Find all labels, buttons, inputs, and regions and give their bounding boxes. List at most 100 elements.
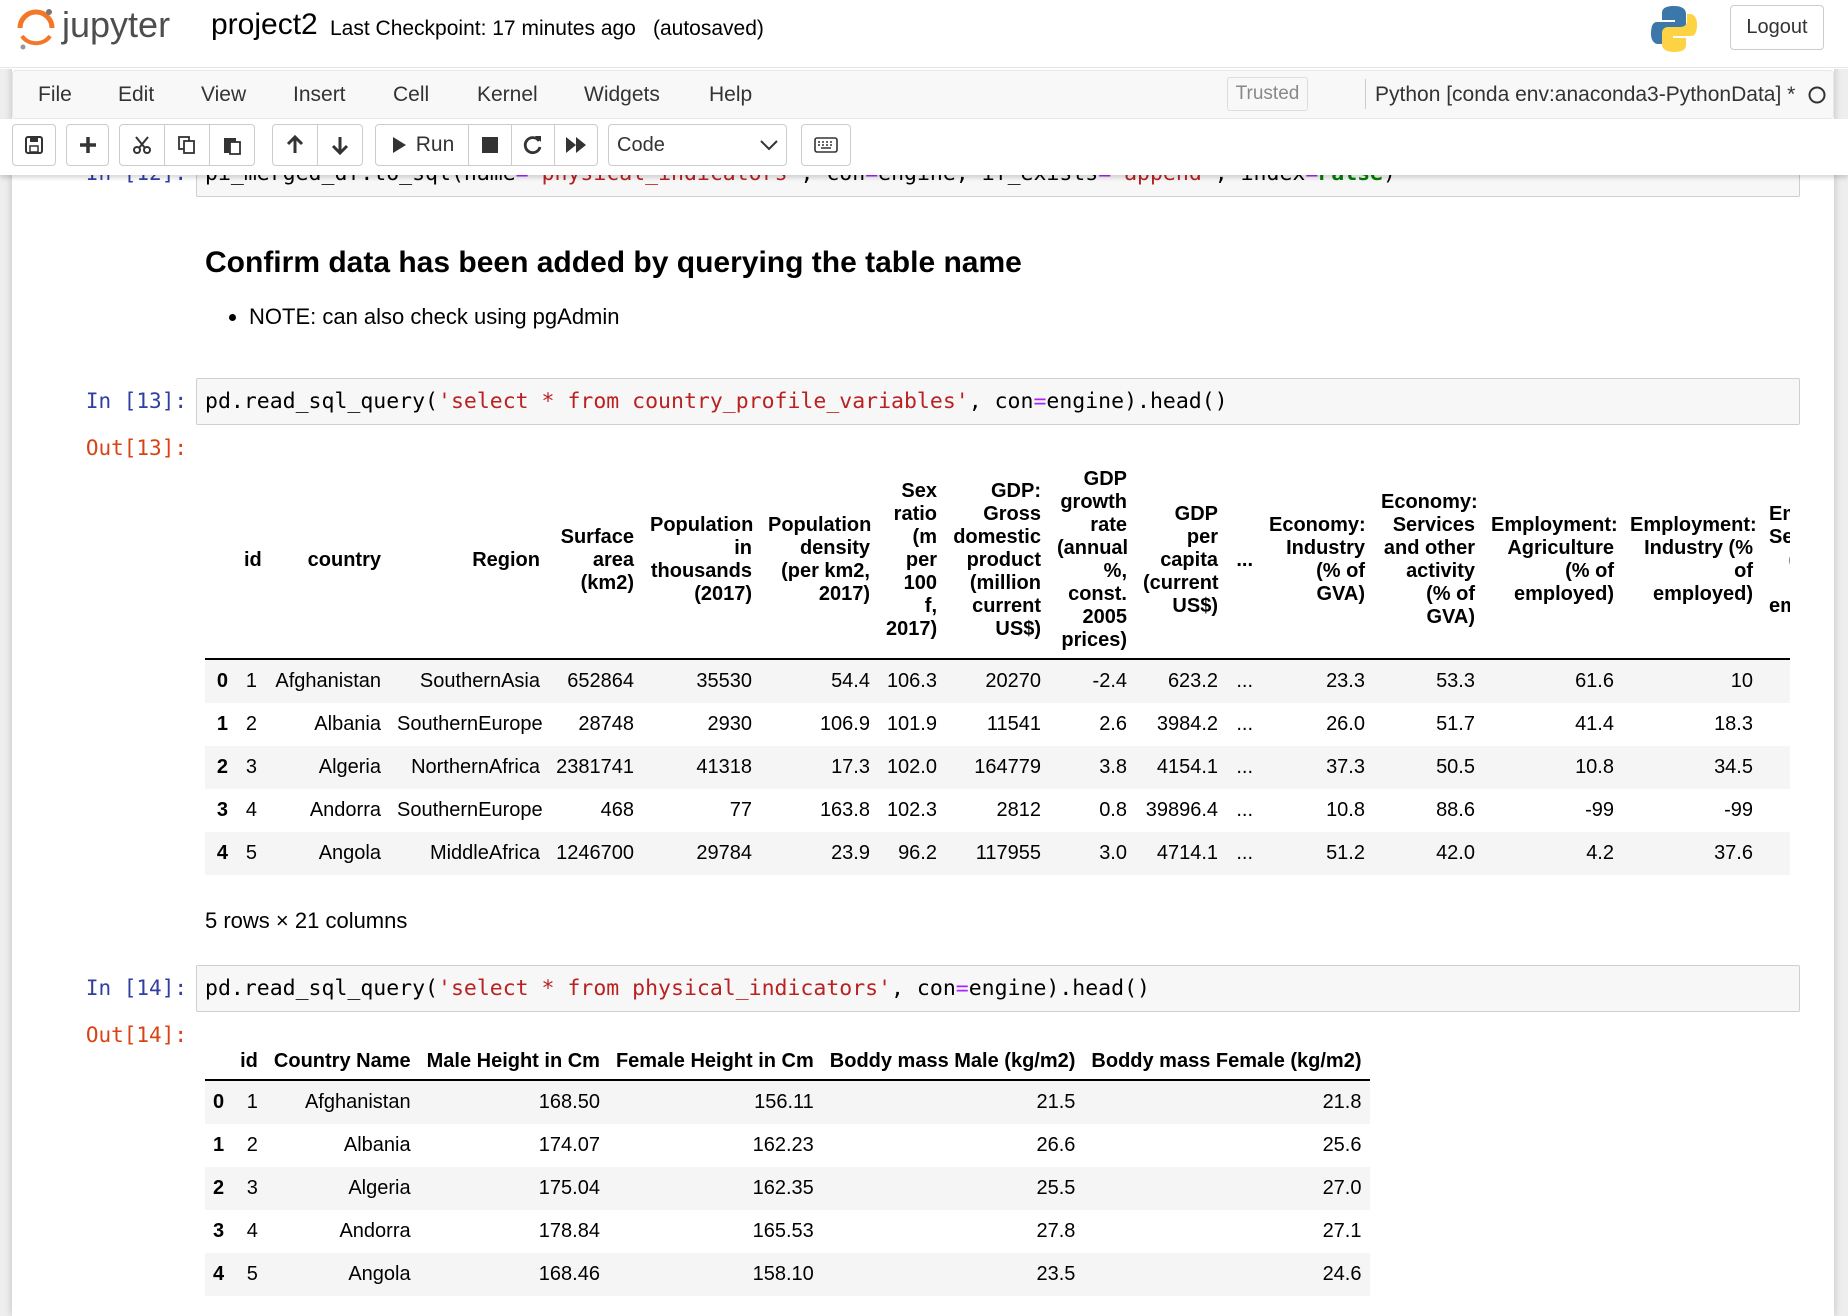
column-header: country: [265, 462, 389, 660]
cell-type-select[interactable]: Code: [608, 124, 787, 166]
table-cell: 106.3: [886, 670, 937, 692]
row-index: 2: [213, 1177, 225, 1199]
table-cell: 37.3: [1326, 756, 1365, 778]
column-header: GDP: Gross domestic product (million cur…: [945, 462, 1049, 660]
stop-button[interactable]: [468, 124, 512, 166]
dataframe-wrapper: id country Region Surface area (km2) Populat…: [205, 462, 1790, 875]
move-group: [272, 124, 363, 166]
row-index: 1: [216, 713, 228, 735]
table-cell: 156.11: [754, 1091, 814, 1113]
insert-cell-button[interactable]: [66, 124, 109, 166]
table-row: 1 2 Albania SouthernEurope 28748 2930 106.9 101…: [205, 703, 1790, 746]
paste-button[interactable]: [209, 124, 255, 166]
output-footer: 5 rows × 21 columns: [205, 908, 408, 933]
table-cell: 4714.1: [1156, 842, 1218, 864]
table-cell: 88.6: [1436, 799, 1475, 821]
table-cell: 0.8: [1099, 799, 1127, 821]
move-up-button[interactable]: [272, 124, 318, 166]
move-down-button[interactable]: [317, 124, 363, 166]
table-cell: 10.8: [1326, 799, 1365, 821]
table-cell: 1: [245, 670, 257, 692]
table-cell: 39896.4: [1145, 799, 1218, 821]
run-button[interactable]: Run: [375, 124, 469, 166]
notebook-name[interactable]: project2: [211, 8, 318, 41]
table-cell: 117955: [975, 842, 1041, 864]
table-cell: 24.6: [1322, 1263, 1362, 1285]
code-token: =: [955, 976, 969, 1001]
input-prompt: In [14]:: [85, 975, 187, 1000]
column-header: ...: [1226, 462, 1261, 660]
table-row: 3 4 Andorra 178.84 165.53 27.8 27.1: [205, 1210, 1370, 1253]
table-cell: 3.8: [1099, 756, 1127, 778]
table-cell: SouthernEurope: [397, 713, 543, 735]
table-cell: 5: [246, 1263, 258, 1285]
dataframe-wrapper: id Country Name Male Height in Cm Female He…: [205, 1044, 1405, 1296]
table-cell: 3: [245, 756, 257, 778]
table-cell: 35530: [696, 670, 752, 692]
column-header: Surface area (km2): [548, 462, 642, 660]
bullet-item: NOTE: can also check using pgAdmin: [249, 286, 620, 348]
table-cell: 468: [600, 799, 634, 821]
index-header: [205, 462, 236, 660]
table-cell: -99: [1585, 799, 1614, 821]
logout-button[interactable]: Logout: [1730, 5, 1824, 50]
menu-item[interactable]: View: [201, 83, 247, 106]
table-cell: 106.9: [819, 713, 870, 735]
table-row: 4 5 Angola MiddleAfrica 1246700 29784 23.9 96.2…: [205, 832, 1790, 875]
save-button[interactable]: [12, 124, 56, 166]
header: jupyter project2 Last Checkpoint: 17 min…: [0, 0, 1848, 69]
table-cell: 77: [729, 799, 752, 821]
column-header: Boddy mass Female (kg/m2): [1083, 1044, 1370, 1081]
column-header: Economy: Services and other activity (% …: [1373, 462, 1483, 660]
logo-text[interactable]: jupyter: [62, 4, 171, 45]
table-cell: SouthernEurope: [397, 799, 543, 821]
menu-item[interactable]: Help: [709, 83, 753, 106]
table-cell: Afghanistan: [304, 1091, 411, 1113]
menu-item[interactable]: Kernel: [477, 83, 538, 106]
table-cell: 51.7: [1436, 713, 1475, 735]
table-cell: 26.6: [1036, 1134, 1076, 1156]
table-cell: 2381741: [556, 756, 634, 778]
code-input[interactable]: pd.read_sql_query('select * from physica…: [196, 965, 1800, 1012]
table-cell: 2: [246, 1134, 258, 1156]
table-cell: 21.5: [1036, 1091, 1076, 1113]
menu-item[interactable]: Widgets: [584, 83, 660, 106]
menu-item[interactable]: Insert: [293, 83, 346, 106]
trusted-indicator[interactable]: Trusted: [1227, 77, 1308, 111]
table-cell: 652864: [567, 670, 634, 692]
table-row: 1 2 Albania 174.07 162.23 26.6 25.6: [205, 1124, 1370, 1167]
table-cell: 2812: [996, 799, 1042, 821]
menu-item[interactable]: Cell: [393, 83, 430, 106]
table-row: 0 1 Afghanistan 168.50 156.11 21.5 21.8: [205, 1080, 1370, 1124]
autosave-status: (autosaved): [653, 17, 764, 40]
code-token: pd.read_sql_query(: [205, 976, 438, 1001]
table-cell: 25.5: [1036, 1177, 1076, 1199]
restart-button[interactable]: [511, 124, 555, 166]
row-index: 0: [216, 670, 228, 692]
menu-item[interactable]: Edit: [118, 83, 155, 106]
table-row: 2 3 Algeria 175.04 162.35 25.5 27.0: [205, 1167, 1370, 1210]
code-token: engine).head(): [968, 976, 1150, 1001]
kernel-name[interactable]: Python [conda env:anaconda3-PythonData] …: [1375, 83, 1796, 106]
copy-button[interactable]: [164, 124, 210, 166]
output-prompt: Out[14]:: [85, 1023, 187, 1047]
code-token: , con: [891, 976, 956, 1001]
table-cell: 17.3: [831, 756, 870, 778]
menu-item[interactable]: File: [38, 83, 72, 106]
table-cell: 3: [246, 1177, 258, 1199]
dataframe: id country Region Surface area (km2) Populat…: [205, 462, 1790, 875]
command-palette-button[interactable]: [801, 124, 851, 166]
table-cell: 34.5: [1714, 756, 1753, 778]
table-cell: 178.84: [538, 1220, 600, 1242]
table-cell: 1: [246, 1091, 258, 1113]
code-input[interactable]: pd.read_sql_query('select * from country…: [196, 378, 1800, 425]
code-token: 'select * from physical_indicators': [438, 976, 892, 1001]
table-cell: 21.8: [1322, 1091, 1362, 1113]
column-header: Employment: Services (% of employed): [1761, 462, 1790, 660]
table-cell: 4154.1: [1156, 756, 1218, 778]
restart-run-all-button[interactable]: [554, 124, 598, 166]
row-index: 1: [213, 1134, 225, 1156]
table-cell: Andorra: [339, 1220, 411, 1242]
cut-button[interactable]: [119, 124, 165, 166]
